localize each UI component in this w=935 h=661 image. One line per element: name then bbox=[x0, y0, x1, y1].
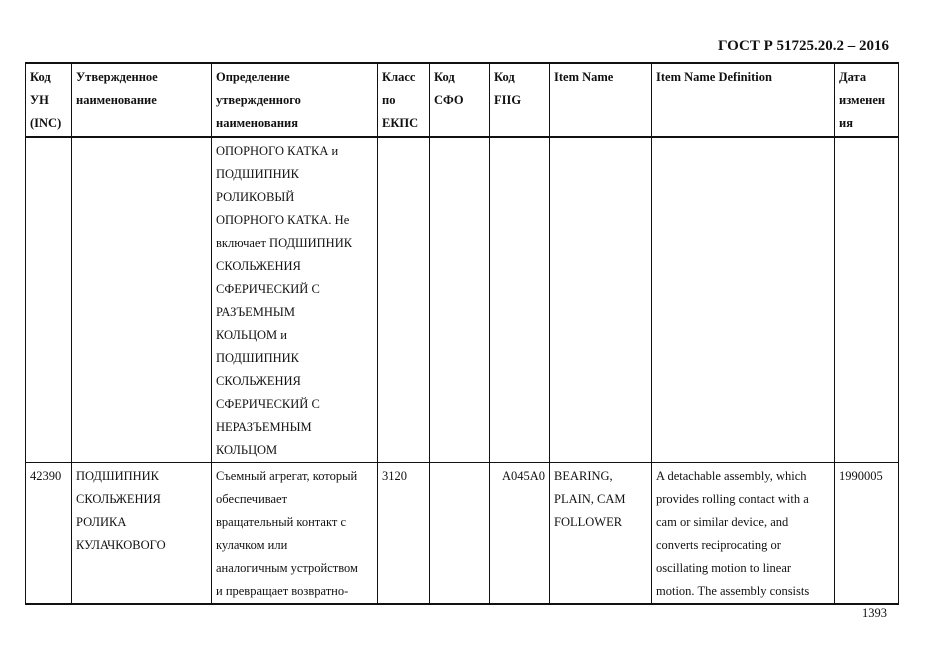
header-fiig: Код FIIG bbox=[489, 62, 550, 138]
cell-definition: Съемный агрегат, который обеспечивает вр… bbox=[211, 462, 378, 605]
cell-name: ПОДШИПНИК СКОЛЬЖЕНИЯ РОЛИКА КУЛАЧКОВОГО bbox=[71, 462, 212, 605]
cell-item-name: BEARING, PLAIN, CAM FOLLOWER bbox=[549, 462, 652, 605]
header-item-name: Item Name bbox=[549, 62, 652, 138]
cell-inc: 42390 bbox=[25, 462, 72, 605]
header-sfo: Код СФО bbox=[429, 62, 490, 138]
cell-item-definition bbox=[651, 136, 835, 463]
table-header: Код УН (INC) Утвержденное наименование О… bbox=[25, 62, 899, 138]
cell-class: 3120 bbox=[377, 462, 430, 605]
table-row-continuation: ОПОРНОГО КАТКА и ПОДШИПНИК РОЛИКОВЫЙ ОПО… bbox=[25, 136, 899, 463]
cell-item-name bbox=[549, 136, 652, 463]
cell-definition: ОПОРНОГО КАТКА и ПОДШИПНИК РОЛИКОВЫЙ ОПО… bbox=[211, 136, 378, 463]
cell-inc bbox=[25, 136, 72, 463]
catalog-table: Код УН (INC) Утвержденное наименование О… bbox=[25, 62, 899, 605]
header-class: Класс по ЕКПС bbox=[377, 62, 430, 138]
table-row: 42390 ПОДШИПНИК СКОЛЬЖЕНИЯ РОЛИКА КУЛАЧК… bbox=[25, 462, 899, 605]
page-number: 1393 bbox=[862, 606, 887, 620]
cell-item-definition: A detachable assembly, which provides ro… bbox=[651, 462, 835, 605]
header-approved-name: Утвержденное наименование bbox=[71, 62, 212, 138]
cell-class bbox=[377, 136, 430, 463]
cell-date: 1990005 bbox=[834, 462, 899, 605]
cell-fiig: A045A0 bbox=[489, 462, 550, 605]
header-date: Дата изменен ия bbox=[834, 62, 899, 138]
cell-name bbox=[71, 136, 212, 463]
cell-sfo bbox=[429, 136, 490, 463]
header-inc: Код УН (INC) bbox=[25, 62, 72, 138]
cell-fiig bbox=[489, 136, 550, 463]
standard-number: ГОСТ Р 51725.20.2 – 2016 bbox=[717, 38, 889, 54]
header-definition: Определение утвержденного наименования bbox=[211, 62, 378, 138]
cell-date bbox=[834, 136, 899, 463]
cell-sfo bbox=[429, 462, 490, 605]
header-item-definition: Item Name Definition bbox=[651, 62, 835, 138]
